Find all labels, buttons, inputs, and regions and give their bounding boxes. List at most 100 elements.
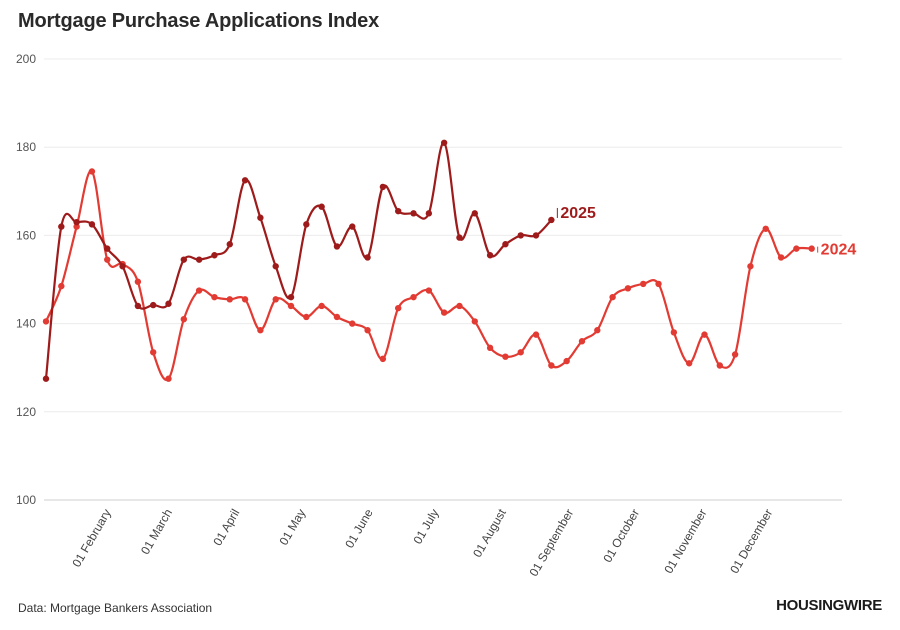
x-tick-label: 01 May (277, 507, 309, 548)
x-tick-label: 01 April (210, 507, 242, 549)
series-labels: 2024 2025 (556, 205, 857, 259)
x-tick-label: 01 June (342, 506, 376, 550)
data-point-2024 (701, 331, 708, 338)
data-point-2024 (318, 302, 325, 310)
source-note: Data: Mortgage Bankers Association (18, 601, 213, 615)
data-point-2025 (502, 241, 509, 248)
y-tick-label: 200 (16, 52, 36, 66)
series-label-2024: 2024 (821, 242, 857, 259)
data-point-2024 (624, 285, 632, 292)
y-tick-label: 160 (16, 228, 36, 242)
y-tick-label: 180 (16, 140, 36, 154)
data-point-2024 (364, 327, 371, 334)
data-point-2024 (42, 318, 50, 325)
data-point-2024 (502, 353, 509, 360)
data-point-2025 (395, 207, 402, 215)
data-point-2024 (195, 287, 203, 294)
data-point-2024 (395, 304, 402, 312)
data-point-2025 (333, 243, 341, 250)
x-axis-ticks: 01 February 01 March 01 April 01 May 01 June… (69, 506, 775, 579)
data-point-2024 (333, 313, 341, 321)
data-point-2024 (272, 296, 279, 303)
data-point-2024 (532, 331, 540, 338)
data-point-2024 (655, 280, 662, 288)
brand-logo: HOUSINGWIRE (776, 597, 882, 614)
data-point-2025 (42, 375, 50, 382)
data-point-2025 (379, 183, 387, 191)
data-point-2025 (104, 245, 111, 252)
data-point-2024 (58, 282, 65, 290)
y-tick-label: 120 (16, 405, 36, 419)
grid-lines (44, 58, 842, 413)
data-point-2025 (119, 263, 126, 270)
data-point-2025 (272, 263, 279, 270)
data-point-2025 (58, 223, 65, 230)
data-point-2024 (226, 296, 233, 303)
data-point-2025 (257, 214, 264, 221)
data-point-2024 (609, 293, 616, 301)
data-point-2025 (425, 210, 433, 217)
x-tick-label: 01 July (410, 507, 441, 547)
data-point-2024 (379, 355, 387, 363)
data-point-2024 (88, 168, 96, 175)
x-tick-label: 01 September (527, 507, 577, 579)
data-point-2025 (349, 223, 356, 230)
data-point-2024 (211, 293, 218, 301)
data-point-2024 (257, 327, 264, 334)
y-tick-label: 100 (16, 493, 36, 507)
x-tick-label: 01 August (470, 506, 509, 560)
data-point-2024 (594, 327, 601, 334)
data-point-2024 (241, 296, 249, 303)
data-point-2025 (456, 234, 463, 241)
series-group (42, 139, 815, 382)
data-point-2025 (226, 241, 233, 248)
data-point-2025 (548, 216, 555, 224)
series-line-2025 (44, 141, 553, 379)
data-point-2024 (440, 309, 448, 316)
data-point-2024 (640, 280, 647, 288)
data-point-2025 (410, 210, 417, 217)
data-point-2024 (670, 329, 678, 336)
data-point-2025 (517, 232, 524, 239)
data-point-2025 (88, 221, 96, 228)
data-point-2025 (532, 232, 540, 239)
data-point-2024 (793, 245, 800, 252)
x-tick-label: 01 October (600, 507, 642, 565)
data-point-2025 (149, 301, 157, 309)
x-tick-label: 01 March (138, 507, 175, 557)
data-point-2024 (731, 351, 739, 358)
data-point-2025 (318, 203, 325, 210)
data-point-2024 (149, 349, 157, 356)
data-point-2024 (287, 302, 295, 310)
data-point-2024 (73, 223, 80, 230)
data-point-2024 (471, 318, 478, 325)
data-point-2025 (303, 221, 310, 228)
data-point-2025 (134, 302, 142, 310)
data-point-2024 (303, 313, 310, 321)
data-point-2024 (425, 287, 433, 294)
data-point-2024 (165, 375, 172, 382)
data-point-2024 (517, 349, 524, 356)
series-label-2025: 2025 (560, 205, 596, 222)
data-point-2025 (180, 256, 188, 263)
data-point-2025 (440, 139, 448, 146)
data-point-2024 (808, 245, 815, 252)
data-point-2025 (471, 210, 478, 217)
data-point-2025 (486, 252, 494, 259)
data-point-2024 (486, 344, 494, 352)
data-point-2024 (563, 357, 570, 365)
data-point-2024 (349, 320, 356, 327)
y-tick-label: 140 (16, 317, 36, 331)
data-point-2024 (685, 360, 693, 367)
x-tick-label: 01 February (69, 507, 113, 570)
data-point-2024 (134, 278, 142, 285)
data-point-2024 (104, 256, 111, 263)
data-point-2025 (241, 177, 249, 184)
data-point-2024 (548, 362, 555, 369)
series-line-2024 (44, 170, 812, 381)
data-point-2025 (364, 254, 371, 261)
data-point-2024 (777, 254, 785, 261)
x-tick-label: 01 December (727, 507, 775, 576)
data-point-2025 (287, 293, 295, 301)
